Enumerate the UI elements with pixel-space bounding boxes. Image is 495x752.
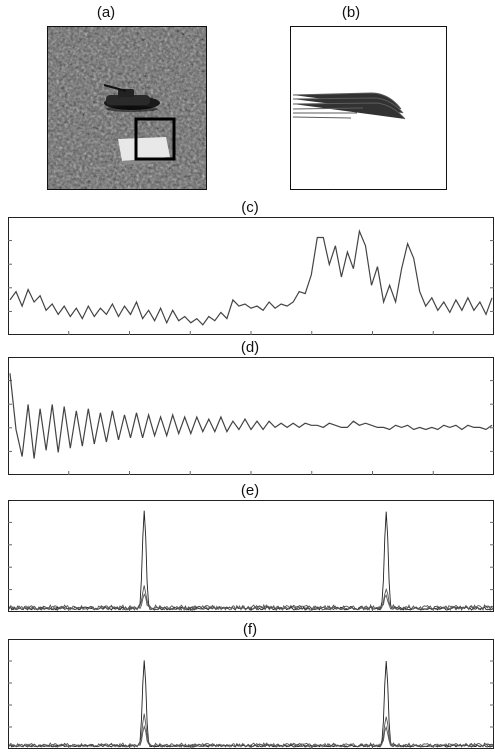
panel-label-c: (c) <box>241 199 259 216</box>
chart-c <box>8 217 494 335</box>
panel-label-b: (b) <box>341 4 361 21</box>
chart-f-svg <box>8 639 494 749</box>
panel-label-e: (e) <box>240 482 260 499</box>
panel-label-a: (a) <box>96 4 116 21</box>
chart-e-series-line <box>8 585 494 612</box>
chart-d <box>8 357 494 475</box>
chart-e-series-line <box>8 592 494 612</box>
chart-d-svg <box>8 357 494 475</box>
chart-f-series-line <box>9 660 494 748</box>
chart-c-svg <box>8 217 494 335</box>
box-object-icon <box>118 137 170 165</box>
panel-label-d: (d) <box>240 339 260 356</box>
chart-c-series-line <box>9 229 493 326</box>
chart-e-series-line <box>8 510 494 611</box>
chart-e-frame <box>8 500 494 612</box>
chart-d-frame <box>8 357 494 475</box>
texture-feature-image <box>290 26 447 190</box>
chart-f-series-line <box>8 724 494 748</box>
tank-icon <box>103 84 160 112</box>
chart-f <box>8 639 494 749</box>
texture-map-graphic <box>291 27 446 189</box>
aerial-tank-image <box>47 26 207 190</box>
aerial-scene-graphic <box>48 27 206 189</box>
chart-e <box>8 500 494 612</box>
chart-f-frame <box>8 639 494 749</box>
chart-e-svg <box>8 500 494 612</box>
tracking-box <box>134 117 176 161</box>
chart-d-series-line <box>9 373 493 459</box>
panel-label-f: (f) <box>242 621 258 638</box>
streak-lines <box>292 92 406 120</box>
chart-f-series-line <box>8 713 494 748</box>
